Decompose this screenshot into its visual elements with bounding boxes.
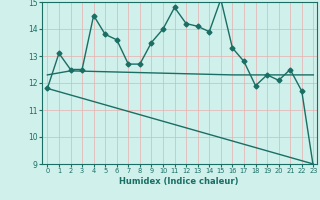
X-axis label: Humidex (Indice chaleur): Humidex (Indice chaleur) [119,177,239,186]
